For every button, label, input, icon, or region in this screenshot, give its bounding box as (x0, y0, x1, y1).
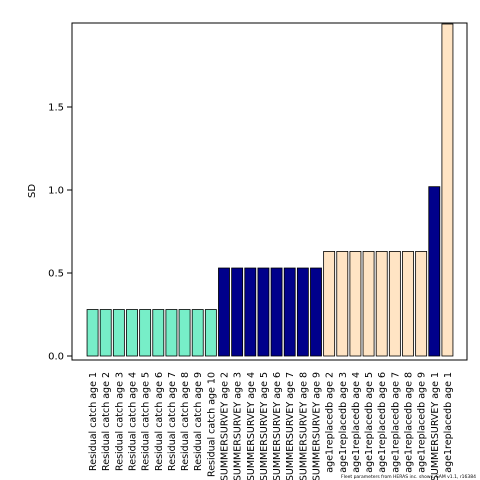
plot-frame (71, 22, 468, 361)
bar (310, 267, 322, 357)
x-tick-labels: Residual catch age 1 Residual catch age 2… (88, 372, 454, 480)
x-tick-label: Residual catch age 9 (193, 372, 204, 471)
bar (165, 309, 178, 357)
bar (349, 251, 362, 357)
bars (86, 23, 454, 357)
bar (336, 251, 349, 357)
x-tick-label: SUMMERSURVEY age 9 (312, 372, 323, 480)
x-tick-label: SUMMERSURVEY age 5 (259, 372, 270, 480)
bar (204, 309, 217, 357)
y-tick-label: 1.5 (48, 103, 64, 114)
x-tick-label: age1replacedb age 6 (377, 372, 388, 473)
y-axis: 0.0 0.5 1.0 1.5 (48, 103, 72, 363)
bar (257, 267, 270, 357)
x-tick-label: SUMMERSURVEY age 1 (430, 372, 441, 480)
x-tick-label: age1replacedb age 9 (417, 372, 428, 473)
x-tick-label: age1replacedb age 5 (364, 372, 375, 473)
bar (388, 251, 401, 357)
x-tick-label: age1replacedb age 8 (404, 372, 415, 473)
bar (112, 309, 125, 357)
x-tick-label: Residual catch age 5 (141, 372, 152, 471)
bar (270, 267, 283, 357)
x-tick-label: Residual catch age 6 (154, 372, 165, 471)
x-tick-label: age1replacedb age 3 (338, 372, 349, 473)
bar (152, 309, 165, 357)
x-tick-label: SUMMERSURVEY age 4 (246, 372, 257, 480)
x-tick-label: Residual catch age 8 (180, 372, 191, 471)
x-tick-label: SUMMERSURVEY age 7 (285, 372, 296, 480)
bar (375, 251, 388, 357)
bar (323, 251, 336, 357)
x-tick-label: age1replacedb age 4 (351, 372, 362, 473)
bar (415, 251, 428, 357)
bar (402, 251, 414, 357)
x-tick-label: Residual catch age 2 (101, 372, 112, 471)
bar (86, 309, 99, 357)
bar (126, 309, 138, 357)
x-tick-label: Residual catch age 10 (206, 372, 217, 477)
y-tick-label: 1.0 (48, 186, 64, 197)
bar (191, 309, 204, 357)
x-tick-label: SUMMERSURVEY age 8 (298, 372, 309, 480)
bar (296, 267, 309, 357)
bar (139, 309, 152, 357)
x-tick-label: Residual catch age 4 (128, 372, 139, 471)
bar (218, 267, 230, 357)
bar (283, 267, 296, 357)
bar (441, 23, 454, 357)
bar (178, 309, 191, 357)
x-tick-label: age1replacedb age 1 (443, 372, 454, 473)
y-tick-label: 0.5 (48, 269, 64, 280)
x-tick-label: Residual catch age 1 (88, 372, 99, 471)
x-tick-label: SUMMERSURVEY age 2 (220, 372, 231, 480)
x-tick-label: SUMMERSURVEY age 6 (272, 372, 283, 480)
bar (244, 267, 257, 357)
x-tick-label: SUMMERSURVEY age 3 (233, 372, 244, 480)
y-tick-label: 0.0 (48, 352, 64, 363)
bar (231, 267, 244, 357)
bar (428, 186, 441, 357)
bar (362, 251, 375, 357)
x-tick-label: age1replacedb age 2 (325, 372, 336, 473)
x-tick-label: age1replacedb age 7 (390, 372, 401, 473)
bar (99, 309, 112, 357)
x-tick-label: Residual catch age 7 (167, 372, 178, 471)
footnote: Fleet parameters from HERAS inc. shows, … (341, 474, 476, 480)
y-axis-label: SD (27, 184, 38, 198)
x-tick-label: Residual catch age 3 (114, 372, 125, 471)
